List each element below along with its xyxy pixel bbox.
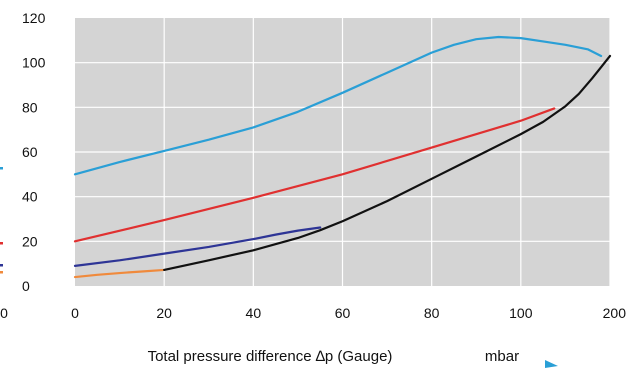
series-line-4: [163, 54, 612, 272]
y-tick-label-4: 80: [22, 99, 38, 115]
y-tick-label-1: 20: [22, 233, 38, 249]
x-tick-label-0: 0: [71, 305, 79, 321]
edge-x-tick-left: 0: [0, 305, 8, 321]
edge-labels: 0 200: [0, 167, 626, 321]
y-tick-label-5: 100: [22, 55, 46, 71]
x-tick-labels: 0 20 40 60 80 100: [71, 305, 533, 321]
arrow-marker-icon: [545, 360, 558, 368]
edge-mark-2: [0, 264, 3, 267]
y-tick-label-6: 120: [22, 10, 46, 26]
edge-x-tick-right: 200: [603, 305, 626, 321]
series-line-3: [73, 268, 166, 279]
series-line-0: [73, 35, 603, 176]
y-tick-label-0: 0: [22, 278, 30, 294]
series-group: [73, 35, 612, 279]
x-tick-label-4: 80: [424, 305, 440, 321]
y-tick-label-2: 40: [22, 189, 38, 205]
x-tick-label-1: 20: [156, 305, 172, 321]
series-line-1: [73, 107, 556, 243]
edge-mark-3: [0, 271, 3, 274]
y-tick-labels: 0 20 40 60 80 100 120: [22, 10, 46, 294]
edge-mark-1: [0, 242, 3, 245]
x-tick-label-2: 40: [246, 305, 262, 321]
edge-mark-0: [0, 167, 3, 170]
series-line-2: [73, 226, 322, 267]
x-tick-label-3: 60: [335, 305, 351, 321]
x-axis-title: Total pressure difference ∆p (Gauge): [148, 348, 393, 365]
y-tick-label-3: 60: [22, 144, 38, 160]
x-tick-label-5: 100: [509, 305, 533, 321]
x-axis-unit: mbar: [485, 348, 519, 365]
